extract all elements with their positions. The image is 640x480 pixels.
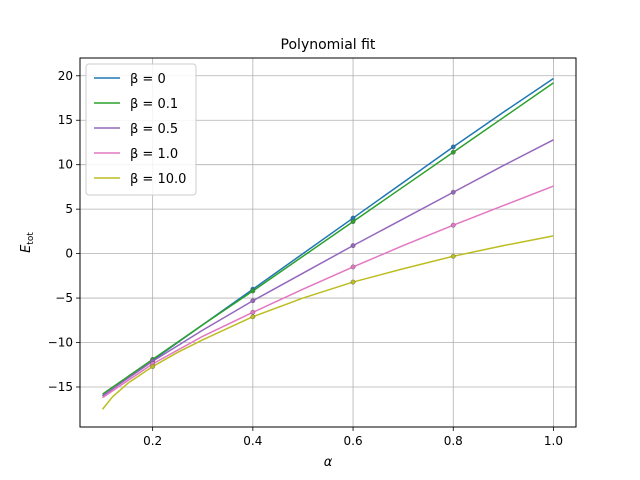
series-point-3 <box>250 309 256 315</box>
series-line-3 <box>102 185 554 399</box>
x-tick-label: 1.0 <box>544 434 563 448</box>
y-tick-label: 15 <box>58 113 73 127</box>
x-tick-label: 0.2 <box>143 434 162 448</box>
series-point-3 <box>450 222 456 228</box>
y-axis-label: Etot <box>19 232 36 253</box>
series-point-2 <box>250 298 256 304</box>
y-tick-label: 0 <box>65 247 73 261</box>
y-axis-ticks: −15 −10 −5 0 5 10 15 20 <box>48 69 80 394</box>
legend-label: β = 0 <box>130 72 166 87</box>
x-axis-label: α <box>324 455 333 470</box>
legend-label: β = 1.0 <box>130 147 178 162</box>
series-point-1 <box>450 149 456 155</box>
series-line-1 <box>102 82 554 395</box>
series-point-4 <box>150 364 156 369</box>
x-tick-label: 0.6 <box>344 434 363 448</box>
y-axis-label-subscript: tot <box>26 232 36 245</box>
y-tick-label: −10 <box>48 336 73 350</box>
chart-title: Polynomial fit <box>281 37 376 53</box>
legend-label: β = 10.0 <box>130 172 186 187</box>
y-tick-label: −15 <box>48 380 73 394</box>
legend-label: β = 0.5 <box>130 122 178 137</box>
y-axis-label-main: E <box>19 244 34 253</box>
series-point-3 <box>350 264 356 270</box>
series-point-1 <box>250 288 256 294</box>
y-tick-label: 5 <box>65 202 73 216</box>
series-point-4 <box>350 279 356 285</box>
plot-frame <box>79 57 577 428</box>
series-point-4 <box>450 253 456 259</box>
y-tick-label: 20 <box>58 69 73 83</box>
series-point-2 <box>450 189 456 195</box>
legend-box <box>85 63 197 196</box>
series-point-0 <box>450 144 456 150</box>
x-tick-label: 0.4 <box>243 434 262 448</box>
y-tick-label: −5 <box>55 291 73 305</box>
legend-label: β = 0.1 <box>130 97 178 112</box>
series-point-1 <box>350 219 356 225</box>
legend: β = 0 β = 0.1 β = 0.5 β = 1.0 β = 10.0 <box>85 63 197 196</box>
series-line-2 <box>102 139 554 397</box>
y-tick-label: 10 <box>58 158 73 172</box>
series-point-4 <box>250 314 256 320</box>
x-tick-label: 0.8 <box>444 434 463 448</box>
series-layer <box>101 77 554 410</box>
x-axis-ticks: 0.2 0.4 0.6 0.8 1.0 <box>143 427 563 448</box>
series-point-2 <box>350 243 356 249</box>
